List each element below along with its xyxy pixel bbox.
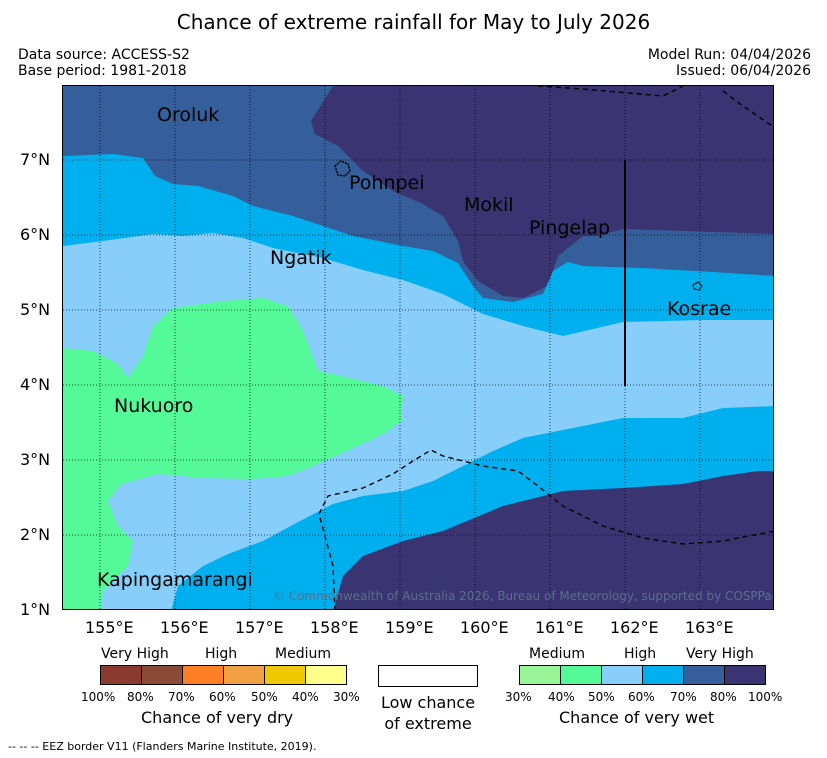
dry-swatch xyxy=(100,665,142,685)
place-oroluk: Oroluk xyxy=(157,104,220,126)
wet-header-medium: Medium xyxy=(529,646,585,662)
wet-swatch xyxy=(724,665,766,685)
wet-pct: 30% xyxy=(505,690,532,704)
wet-swatch xyxy=(601,665,643,685)
map-canvas xyxy=(63,86,773,609)
lon-tick: 158°E xyxy=(310,618,359,637)
lon-tick: 161°E xyxy=(535,618,584,637)
low-chance-line1: Low chance xyxy=(380,693,476,712)
lat-tick: 1°N xyxy=(20,600,51,619)
data-source: Data source: ACCESS-S2 xyxy=(18,47,190,63)
dry-caption: Chance of very dry xyxy=(141,708,294,727)
wet-header-very-high: Very High xyxy=(686,646,754,662)
very-high-wet-zone-north xyxy=(311,86,773,298)
dry-header-very-high: Very High xyxy=(101,646,169,662)
wet-swatch xyxy=(642,665,684,685)
dry-pct: 30% xyxy=(333,690,360,704)
place-nukuoro: Nukuoro xyxy=(114,395,194,417)
lon-tick: 160°E xyxy=(460,618,509,637)
eez-border-lines xyxy=(318,86,773,609)
dry-pct: 80% xyxy=(127,690,154,704)
copyright-notice: © Commonwealth of Australia 2026, Bureau… xyxy=(273,589,774,603)
lon-tick: 157°E xyxy=(235,618,284,637)
wet-pct: 60% xyxy=(628,690,655,704)
wet-header-high: High xyxy=(624,646,657,662)
dry-header-high: High xyxy=(205,646,238,662)
lat-tick: 7°N xyxy=(20,150,51,169)
dry-pct: 60% xyxy=(209,690,236,704)
low-chance-swatch xyxy=(378,665,478,687)
rainfall-map: Oroluk Pohnpei Mokil Pingelap Ngatik Kos… xyxy=(62,85,774,610)
dry-swatch xyxy=(141,665,183,685)
wet-pct: 100% xyxy=(748,690,783,704)
lon-tick: 162°E xyxy=(610,618,659,637)
dry-swatch xyxy=(182,665,224,685)
place-mokil: Mokil xyxy=(464,194,514,216)
lat-tick: 6°N xyxy=(20,225,51,244)
wet-pct: 40% xyxy=(548,690,575,704)
dry-swatch xyxy=(305,665,347,685)
medium-wet-zone xyxy=(63,298,403,609)
lat-tick: 2°N xyxy=(20,525,51,544)
place-kapingamarangi: Kapingamarangi xyxy=(97,569,253,591)
dry-swatch xyxy=(264,665,306,685)
issued-date: Issued: 06/04/2026 xyxy=(676,63,811,79)
lat-tick: 3°N xyxy=(20,450,51,469)
wet-swatch xyxy=(519,665,561,685)
dry-pct: 40% xyxy=(292,690,319,704)
eez-footer-note: -- -- -- EEZ border V11 (Flanders Marine… xyxy=(8,740,317,753)
kosrae-outline xyxy=(692,281,703,291)
wet-swatch xyxy=(683,665,725,685)
place-pingelap: Pingelap xyxy=(529,217,611,239)
place-ngatik: Ngatik xyxy=(270,247,332,269)
model-run: Model Run: 04/04/2026 xyxy=(647,47,811,63)
dry-header-medium: Medium xyxy=(275,646,331,662)
pohnpei-outline xyxy=(334,160,351,177)
lon-tick: 163°E xyxy=(685,618,734,637)
wet-pct: 50% xyxy=(588,690,615,704)
low-chance-line2: of extreme xyxy=(384,714,472,733)
dry-pct: 70% xyxy=(168,690,195,704)
lon-tick: 156°E xyxy=(160,618,209,637)
lon-tick: 159°E xyxy=(385,618,434,637)
wet-caption: Chance of very wet xyxy=(559,708,715,727)
dry-pct: 50% xyxy=(251,690,278,704)
very-high-wet-zone-south xyxy=(333,471,773,609)
base-period: Base period: 1981-2018 xyxy=(18,63,187,79)
chart-title: Chance of extreme rainfall for May to Ju… xyxy=(176,10,651,34)
dry-pct: 100% xyxy=(81,690,116,704)
place-pohnpei: Pohnpei xyxy=(349,172,425,194)
lat-tick: 4°N xyxy=(20,375,51,394)
wet-swatch xyxy=(560,665,602,685)
lat-tick: 5°N xyxy=(20,300,51,319)
dry-swatch xyxy=(223,665,265,685)
wet-pct: 80% xyxy=(710,690,737,704)
wet-pct: 70% xyxy=(670,690,697,704)
place-kosrae: Kosrae xyxy=(667,298,732,320)
lon-tick: 155°E xyxy=(85,618,134,637)
